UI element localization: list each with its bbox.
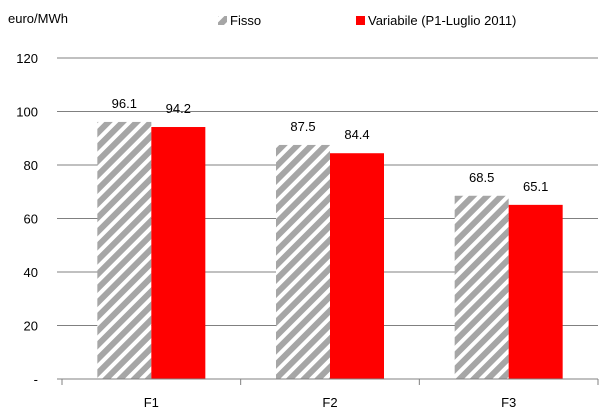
- variabile-bar-f1: [151, 127, 206, 379]
- legend-label: Fisso: [230, 13, 261, 28]
- x-axis: F1 F2 F3: [61, 378, 599, 410]
- legend: Fisso Variabile (P1-Luglio 2011): [218, 13, 516, 28]
- data-label: 65.1: [523, 179, 548, 194]
- data-label: 84.4: [344, 127, 369, 142]
- x-tick-label: F2: [322, 395, 337, 410]
- data-label: 96.1: [112, 96, 137, 111]
- y-tick-label: -: [34, 372, 38, 387]
- fisso-bar-f1: [97, 121, 152, 380]
- y-tick-label: 40: [24, 265, 38, 280]
- y-axis-title: euro/MWh: [8, 11, 68, 26]
- x-tick-label: F1: [144, 395, 159, 410]
- legend-swatch-fisso: [218, 16, 227, 25]
- variabile-bar-f2: [330, 153, 384, 379]
- x-tick-label: F3: [501, 395, 516, 410]
- legend-swatch-variabile: [356, 16, 365, 25]
- variabile-bar-f3: [508, 204, 563, 379]
- bars: [97, 121, 563, 380]
- y-tick-label: 20: [24, 319, 38, 334]
- y-tick-label: 80: [24, 158, 38, 173]
- data-label: 87.5: [290, 119, 315, 134]
- y-tick-label: 120: [16, 51, 38, 66]
- y-axis-tick-labels: - 20 40 60 80 100 120: [16, 51, 62, 387]
- y-tick-label: 60: [24, 212, 38, 227]
- data-label: 68.5: [469, 170, 494, 185]
- fisso-bar-f2: [276, 144, 330, 379]
- legend-label: Variabile (P1-Luglio 2011): [368, 13, 516, 28]
- y-tick-label: 100: [16, 105, 38, 120]
- data-label: 94.2: [166, 101, 191, 116]
- data-labels: 96.1 94.2 87.5 84.4 68.5 65.1: [112, 96, 549, 194]
- fisso-bar-f3: [454, 195, 509, 379]
